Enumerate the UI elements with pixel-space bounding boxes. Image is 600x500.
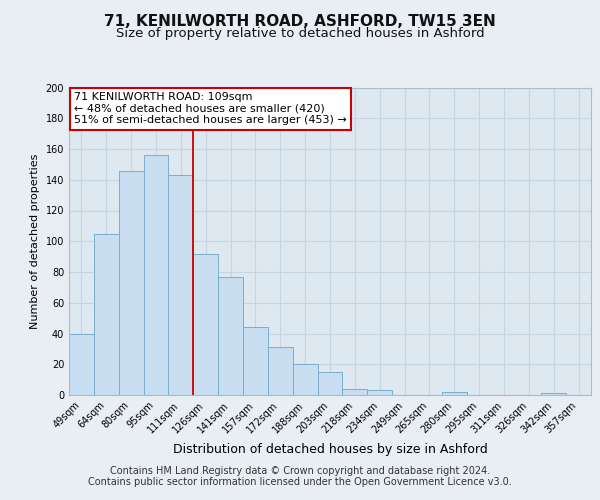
Bar — [119, 170, 143, 395]
Bar — [69, 334, 94, 395]
Bar — [143, 155, 169, 395]
Y-axis label: Number of detached properties: Number of detached properties — [30, 154, 40, 329]
Bar — [343, 389, 367, 395]
Bar — [243, 328, 268, 395]
Bar — [367, 390, 392, 395]
Text: 71, KENILWORTH ROAD, ASHFORD, TW15 3EN: 71, KENILWORTH ROAD, ASHFORD, TW15 3EN — [104, 14, 496, 29]
Bar — [442, 392, 467, 395]
Bar — [317, 372, 343, 395]
Bar — [268, 348, 293, 395]
Text: Size of property relative to detached houses in Ashford: Size of property relative to detached ho… — [116, 28, 484, 40]
Bar — [94, 234, 119, 395]
Bar — [218, 276, 243, 395]
Text: 71 KENILWORTH ROAD: 109sqm
← 48% of detached houses are smaller (420)
51% of sem: 71 KENILWORTH ROAD: 109sqm ← 48% of deta… — [74, 92, 347, 126]
Bar — [169, 175, 193, 395]
Bar — [541, 394, 566, 395]
Text: Contains HM Land Registry data © Crown copyright and database right 2024.: Contains HM Land Registry data © Crown c… — [110, 466, 490, 476]
Text: Contains public sector information licensed under the Open Government Licence v3: Contains public sector information licen… — [88, 477, 512, 487]
Bar — [193, 254, 218, 395]
X-axis label: Distribution of detached houses by size in Ashford: Distribution of detached houses by size … — [173, 443, 487, 456]
Bar — [293, 364, 317, 395]
